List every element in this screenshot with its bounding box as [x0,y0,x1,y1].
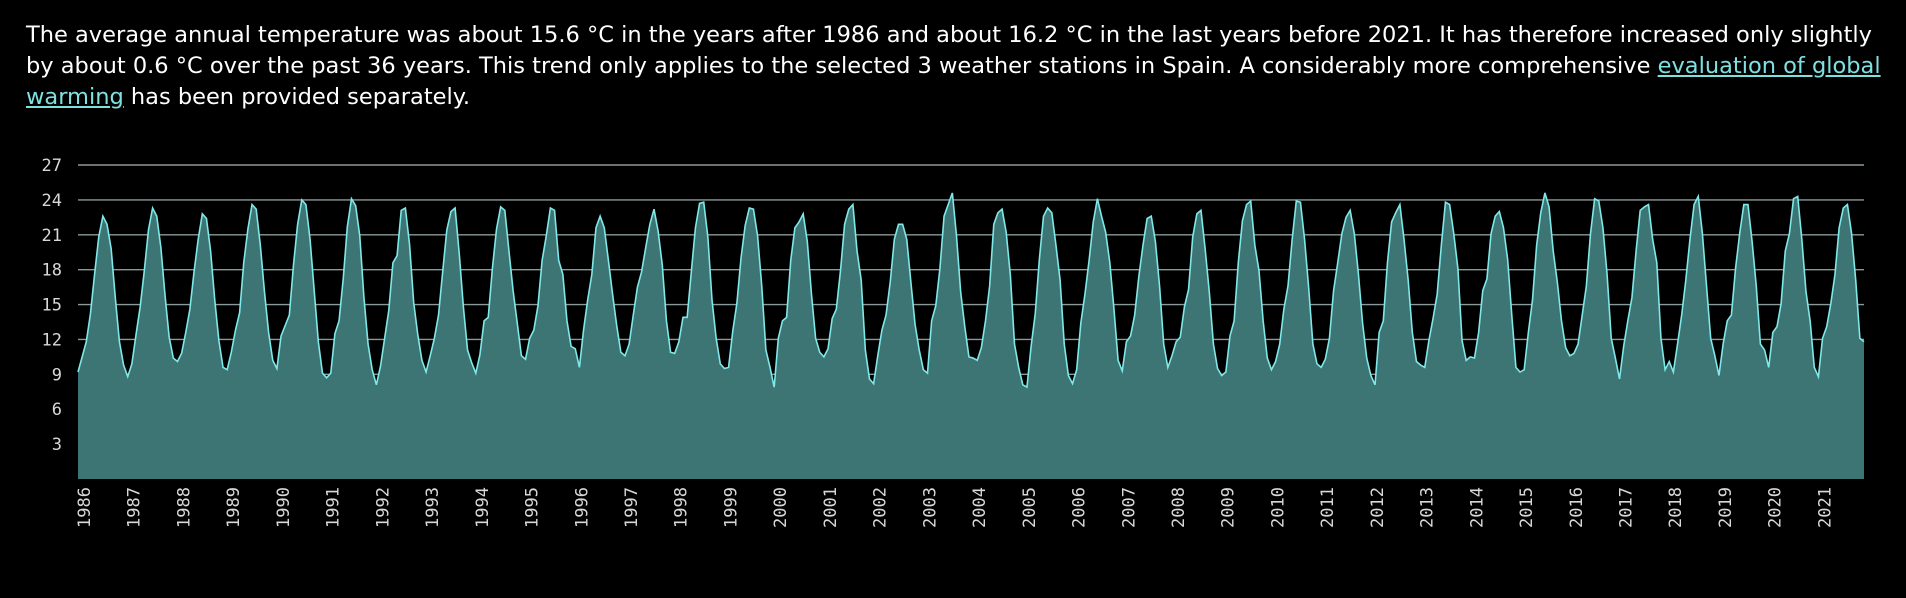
temperature-line [77,192,1865,389]
x-tick-label: 2014 [1467,487,1487,528]
y-tick-label: 18 [42,261,62,281]
y-tick-label: 27 [42,156,62,176]
x-tick-label: 2001 [821,487,841,528]
x-tick-label: 2021 [1815,487,1835,528]
x-tick-label: 1988 [175,487,195,528]
temperature-area [78,192,1864,479]
y-tick-label: 15 [42,296,62,316]
x-tick-label: 2015 [1517,487,1537,528]
intro-paragraph: The average annual temperature was about… [26,20,1886,113]
area-layer [77,192,1865,479]
x-tick-label: 2016 [1567,487,1587,528]
y-tick-label: 3 [52,435,62,455]
x-tick-label: 1986 [75,487,95,528]
x-tick-label: 2020 [1766,487,1786,528]
y-tick-label: 6 [52,400,62,420]
x-tick-label: 1989 [224,487,244,528]
x-axis-ticks: 1986 1987 1988 1989 1990 1991 1992 1993 1994 1995… [75,487,1835,528]
x-tick-label: 1995 [523,487,543,528]
y-tick-label: 24 [42,191,62,211]
x-tick-label: 1987 [125,487,145,528]
x-tick-label: 2007 [1119,487,1139,528]
x-tick-label: 1996 [572,487,592,528]
x-tick-label: 2004 [970,487,990,528]
x-tick-label: 1991 [324,487,344,528]
x-tick-label: 2017 [1617,487,1637,528]
x-tick-label: 2005 [1020,487,1040,528]
x-tick-label: 2011 [1318,487,1338,528]
x-tick-label: 2010 [1268,487,1288,528]
global-warming-link[interactable]: evaluation of global warming [26,53,1881,110]
x-tick-label: 2009 [1219,487,1239,528]
x-tick-label: 2006 [1070,487,1090,528]
intro-text-part2: has been provided separately. [123,84,470,110]
x-tick-label: 2019 [1716,487,1736,528]
y-axis-ticks: 3 6 9 12 15 18 21 24 27 [42,156,62,455]
y-tick-label: 9 [52,365,62,385]
x-tick-label: 2003 [920,487,940,528]
y-tick-label: 21 [42,226,62,246]
intro-text-part1: The average annual temperature was about… [26,22,1872,79]
x-tick-label: 1994 [473,487,493,528]
x-tick-label: 2002 [871,487,891,528]
x-tick-label: 2013 [1418,487,1438,528]
x-tick-label: 1997 [622,487,642,528]
x-tick-label: 1990 [274,487,294,528]
x-tick-label: 1993 [423,487,443,528]
x-tick-label: 2008 [1169,487,1189,528]
x-tick-label: 2018 [1666,487,1686,528]
x-tick-label: 1999 [721,487,741,528]
x-tick-label: 2012 [1368,487,1388,528]
x-tick-label: 1998 [672,487,692,528]
x-tick-label: 1992 [373,487,393,528]
y-tick-label: 12 [42,330,62,350]
temperature-chart: 3 6 9 12 15 18 21 24 27 1986 1987 1988 1989 1990 1991… [42,156,1865,528]
x-tick-label: 2000 [771,487,791,528]
